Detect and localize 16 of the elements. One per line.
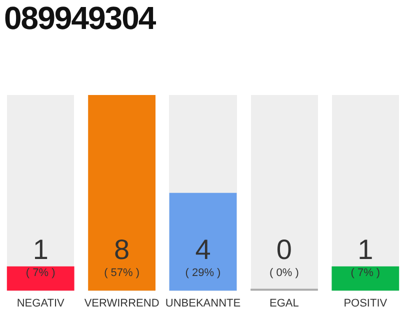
data-label: 0 [276, 234, 292, 265]
data-label: 8 [114, 234, 130, 265]
annotation: ( 7% ) [26, 266, 56, 279]
data-label: 4 [195, 234, 211, 265]
data-label: 1 [32, 234, 48, 265]
data-label: 1 [358, 234, 374, 265]
annotation: ( 0% ) [270, 266, 299, 279]
x-tick-label: EGAL [270, 297, 299, 310]
annotation: ( 29% ) [185, 266, 221, 279]
x-tick-label: UNBEKANNTE [165, 297, 241, 310]
annotation: ( 7% ) [350, 266, 380, 279]
x-tick-label: POSITIV [344, 297, 388, 310]
x-tick-label: NEGATIV [16, 297, 65, 310]
x-tick-label: VERWIRREND [84, 297, 160, 310]
chart-title: 089949304 [4, 0, 156, 37]
annotation: ( 57% ) [104, 266, 140, 279]
